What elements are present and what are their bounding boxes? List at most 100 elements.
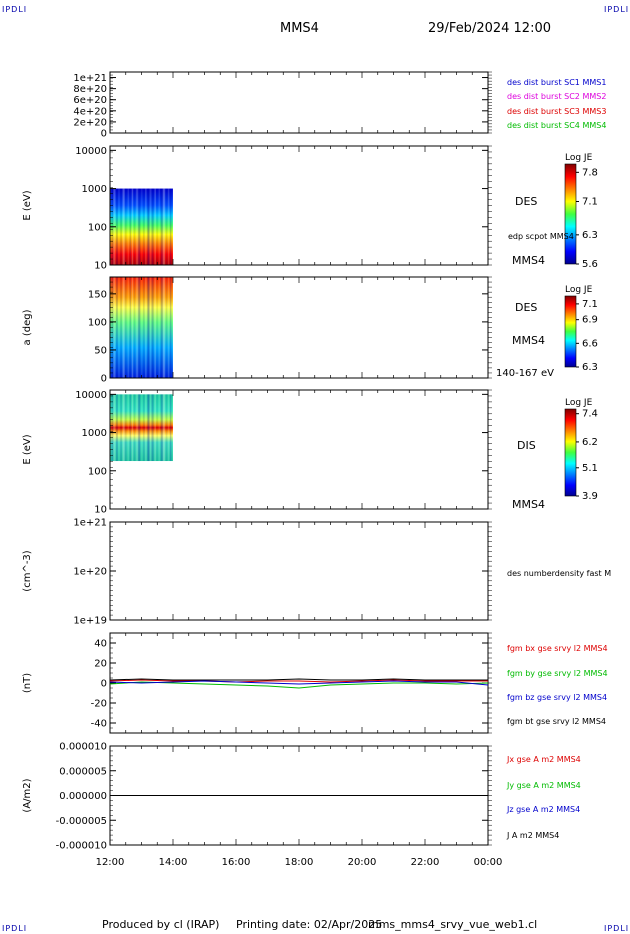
spectrogram-streak: [145, 188, 147, 265]
spectrogram-streak: [150, 394, 152, 462]
y-tick-label: 0: [101, 129, 107, 140]
legend-entry: Jz gse A m2 MMS4: [506, 805, 580, 814]
side-label: 140-167 eV: [496, 368, 554, 379]
spectrogram-streak: [156, 394, 158, 462]
spectrogram-streak: [116, 188, 118, 265]
y-tick-label: 150: [88, 289, 107, 300]
y-tick-label: 20: [94, 659, 107, 670]
spectrogram-streak: [138, 188, 141, 265]
y-tick-label: 8e+20: [73, 84, 107, 95]
y-axis-label: a (deg): [22, 309, 33, 345]
y-tick-label: 0.000010: [59, 742, 107, 753]
spectrogram-streak: [122, 188, 124, 265]
spectrogram-streak: [125, 394, 127, 462]
spectrogram-streak: [137, 277, 140, 378]
spectrogram-streak: [143, 277, 145, 378]
y-tick-label: 40: [94, 639, 107, 650]
spectrogram-streak: [154, 188, 156, 265]
spectrogram-streak: [161, 188, 164, 265]
spectrogram-streak: [163, 188, 166, 265]
spacecraft-title: MMS4: [280, 21, 319, 36]
spectrogram-streak: [120, 394, 122, 462]
spectrogram-streak: [158, 188, 161, 265]
spectrogram-streak: [167, 188, 170, 265]
colorbar-title: Log JE: [565, 398, 593, 408]
side-label: MMS4: [512, 498, 545, 511]
spectrogram-streak: [138, 277, 141, 378]
y-tick-label: -0.000005: [56, 816, 107, 827]
y-tick-label: 50: [94, 345, 107, 356]
spectrogram-streak: [133, 277, 136, 378]
spectrogram-streak: [118, 394, 120, 462]
spectrogram-2: [110, 277, 173, 378]
spectrogram-streak: [137, 394, 140, 462]
y-axis-label: (A/m2): [22, 778, 33, 812]
spectrogram-streak: [114, 277, 116, 378]
spectrogram-streak: [152, 277, 154, 378]
spectrogram-streak: [167, 277, 170, 378]
spectrogram-streak: [151, 394, 153, 462]
y-tick-label: 1000: [82, 428, 107, 439]
spectrogram-streak: [149, 188, 151, 265]
spectrogram-streak: [169, 277, 172, 378]
side-label: DES: [515, 301, 537, 314]
spectrogram-streak: [147, 277, 149, 378]
y-tick-label: 2e+20: [73, 117, 107, 128]
y-tick-label: 0.000005: [59, 766, 107, 777]
spectrogram-streak: [133, 394, 136, 462]
spectrogram-streak: [129, 188, 132, 265]
spectrogram-streak: [150, 277, 152, 378]
spectrogram-streak: [124, 277, 126, 378]
spectrogram-streak: [151, 188, 153, 265]
y-axis-label: (nT): [22, 673, 33, 693]
legend-entry: fgm bx gse srvy l2 MMS4: [507, 644, 608, 653]
colorbar-title: Log JE: [565, 285, 593, 295]
y-tick-label: 6e+20: [73, 95, 107, 106]
y-tick-label: 4e+20: [73, 106, 107, 117]
spectrogram-streak: [110, 394, 112, 462]
x-tick-label: 00:00: [474, 857, 503, 868]
colorbar-tick-label: 7.8: [582, 167, 598, 178]
spectrogram-streak: [148, 188, 150, 265]
spectrogram-streak: [150, 188, 152, 265]
side-label: MMS4: [512, 254, 545, 267]
spectrogram-streak: [171, 394, 174, 462]
spectrogram-streak: [147, 394, 149, 462]
y-tick-label: 0.000000: [59, 791, 107, 802]
colorbar-title: Log JE: [565, 153, 593, 163]
x-tick-label: 18:00: [285, 857, 314, 868]
y-tick-label: 100: [88, 466, 107, 477]
spectrogram-streak: [160, 277, 163, 378]
colorbar-tick-label: 7.1: [582, 197, 598, 208]
spectrogram-streak: [135, 188, 138, 265]
spectrogram-streak: [123, 188, 125, 265]
spectrogram-streak: [169, 188, 172, 265]
spectrogram-streak: [148, 277, 150, 378]
spectrogram-streak: [143, 188, 145, 265]
spectrogram-streak: [127, 394, 130, 462]
spectrogram-streak: [165, 394, 168, 462]
y-axis-label: E (eV): [22, 434, 33, 464]
legend-entry: fgm bz gse srvy l2 MMS4: [507, 693, 607, 702]
spectrogram-streak: [136, 277, 139, 378]
spectrogram-streak: [169, 394, 172, 462]
x-tick-label: 16:00: [222, 857, 251, 868]
spectrogram-streak: [165, 188, 168, 265]
legend-entry: des dist burst SC3 MMS3: [507, 107, 606, 116]
spectrogram-3: [110, 394, 173, 462]
spectrogram-streak: [162, 394, 165, 462]
spectrogram-streak: [140, 188, 143, 265]
spectrogram-streak: [149, 277, 151, 378]
spectrogram-streak: [158, 277, 161, 378]
spectrogram-streak: [162, 188, 165, 265]
spectrogram-streak: [137, 188, 140, 265]
side-label: DES: [515, 195, 537, 208]
colorbar-2: [564, 295, 577, 368]
y-tick-label: 10: [94, 505, 107, 516]
spectrogram-streak: [151, 277, 153, 378]
spectrogram-streak: [136, 188, 139, 265]
spectrogram-streak: [123, 394, 125, 462]
series-line-5-0: [109, 679, 488, 683]
spectrogram-streak: [171, 188, 174, 265]
colorbar-tick-label: 7.1: [582, 299, 598, 310]
